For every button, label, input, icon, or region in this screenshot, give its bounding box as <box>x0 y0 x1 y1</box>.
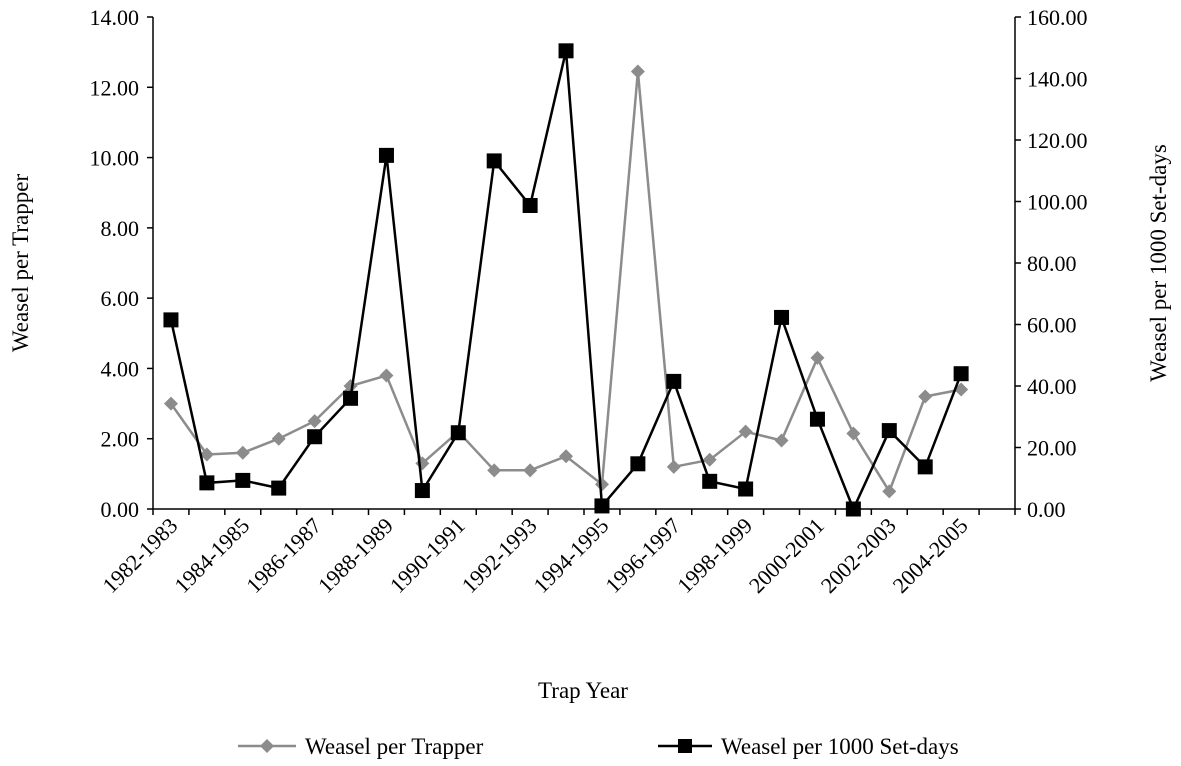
data-point-trapper <box>307 414 322 429</box>
series-line-setdays <box>169 50 963 513</box>
data-point-trapper <box>594 477 609 492</box>
y-left-tick-label: 6.00 <box>101 286 140 311</box>
y-right-tick-label: 40.00 <box>1027 374 1077 399</box>
series-layer <box>163 43 969 517</box>
data-point-setdays <box>774 309 790 325</box>
x-tick-label: 1986-1987 <box>241 513 326 598</box>
legend: Weasel per Trapper Weasel per 1000 Set-d… <box>238 734 959 759</box>
x-tick-label: 2002-2003 <box>816 513 901 598</box>
data-point-trapper <box>882 484 897 499</box>
y-right-tick-label: 100.00 <box>1027 190 1088 215</box>
x-tick-label: 1982-1983 <box>97 513 182 598</box>
data-point-setdays <box>486 153 502 169</box>
data-point-trapper <box>810 350 825 365</box>
y-left-tick-label: 14.00 <box>90 5 140 30</box>
data-point-trapper <box>271 431 286 446</box>
y-left-tick-label: 12.00 <box>90 75 140 100</box>
data-point-trapper <box>163 396 178 411</box>
legend-label-setdays: Weasel per 1000 Set-days <box>721 734 959 759</box>
data-point-setdays <box>450 425 466 441</box>
data-point-trapper <box>702 452 717 467</box>
data-point-trapper <box>523 463 538 478</box>
y-right-tick-label: 80.00 <box>1027 251 1077 276</box>
y-right-ticks: 0.00 20.00 40.00 60.00 80.00 100.00 120.00 140.… <box>1015 5 1088 522</box>
data-point-trapper <box>666 459 681 474</box>
x-tick-label: 2004-2005 <box>888 513 973 598</box>
data-point-setdays <box>630 456 646 472</box>
data-point-trapper <box>738 424 753 439</box>
y-left-tick-label: 4.00 <box>101 356 140 381</box>
y-left-tick-label: 8.00 <box>101 216 140 241</box>
x-tick-label: 2000-2001 <box>744 513 829 598</box>
data-point-setdays <box>738 481 754 497</box>
data-point-setdays <box>953 366 969 382</box>
y-left-tick-label: 2.00 <box>101 427 140 452</box>
y-right-axis-title: Weasel per 1000 Set-days <box>1146 144 1171 382</box>
y-right-tick-label: 160.00 <box>1027 5 1088 30</box>
legend-diamond-marker <box>260 739 274 753</box>
data-point-trapper <box>774 433 789 448</box>
data-point-setdays <box>594 498 610 514</box>
data-point-setdays <box>666 373 682 389</box>
data-point-trapper <box>487 463 502 478</box>
x-tick-label: 1994-1995 <box>528 513 613 598</box>
data-point-setdays <box>235 472 251 488</box>
data-point-setdays <box>343 390 359 406</box>
data-point-trapper <box>630 64 645 79</box>
y-right-tick-label: 60.00 <box>1027 313 1077 338</box>
series-line-trapper <box>169 71 962 495</box>
x-tick-label: 1992-1993 <box>457 513 542 598</box>
data-point-setdays <box>522 197 538 213</box>
data-point-setdays <box>163 312 179 328</box>
y-right-tick-label: 140.00 <box>1027 67 1088 92</box>
x-ticks: 1982-19831984-19851986-19871988-19891990… <box>97 509 1016 598</box>
data-point-trapper <box>559 449 574 464</box>
x-tick-label: 1984-1985 <box>169 513 254 598</box>
x-tick-label: 1988-1989 <box>313 513 398 598</box>
data-point-setdays <box>809 411 825 427</box>
x-tick-label: 1990-1991 <box>385 513 470 598</box>
data-point-setdays <box>558 43 574 59</box>
data-point-trapper <box>379 368 394 383</box>
data-point-setdays <box>702 473 718 489</box>
x-tick-label: 1996-1997 <box>600 513 685 598</box>
y-left-ticks: 0.00 2.00 4.00 6.00 8.00 10.00 12.00 14.00 <box>90 5 153 522</box>
y-right-tick-label: 0.00 <box>1027 497 1066 522</box>
data-point-trapper <box>199 447 214 462</box>
data-point-trapper <box>846 426 861 441</box>
data-point-trapper <box>235 445 250 460</box>
y-right-tick-label: 20.00 <box>1027 436 1077 461</box>
data-point-setdays <box>881 423 897 439</box>
data-point-setdays <box>378 147 394 163</box>
legend-item-setdays: Weasel per 1000 Set-days <box>658 734 959 759</box>
x-tick-label: 1998-1999 <box>672 513 757 598</box>
y-right-tick-label: 120.00 <box>1027 128 1088 153</box>
data-point-setdays <box>271 480 287 496</box>
data-point-setdays <box>307 429 323 445</box>
legend-label-trapper: Weasel per Trapper <box>305 734 484 759</box>
data-point-setdays <box>845 501 861 517</box>
legend-item-trapper: Weasel per Trapper <box>238 734 484 759</box>
legend-square-marker <box>678 739 692 753</box>
data-point-setdays <box>917 459 933 475</box>
data-point-trapper <box>918 389 933 404</box>
y-left-axis-title: Weasel per Trapper <box>8 174 33 353</box>
data-point-setdays <box>199 475 215 491</box>
data-point-setdays <box>414 483 430 499</box>
y-left-tick-label: 0.00 <box>101 497 140 522</box>
x-axis-title: Trap Year <box>538 678 628 703</box>
y-left-tick-label: 10.00 <box>90 146 140 171</box>
